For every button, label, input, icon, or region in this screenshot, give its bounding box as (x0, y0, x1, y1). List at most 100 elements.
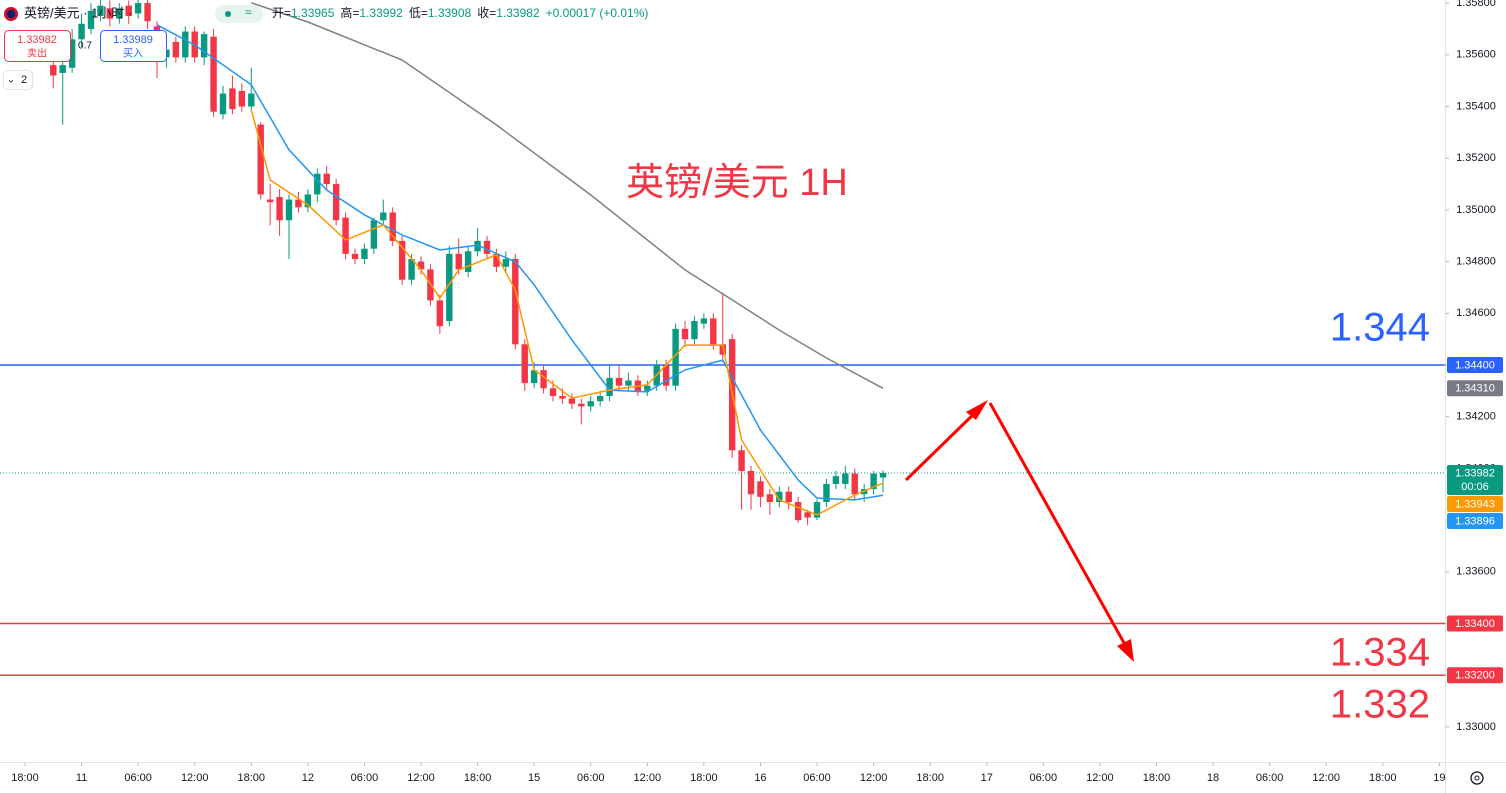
candle-body (672, 328, 679, 386)
x-tick-label: 12:00 (181, 772, 209, 784)
arrow-up (904, 400, 988, 482)
candle-body (540, 370, 547, 389)
candle-body (870, 473, 877, 490)
y-tick-label: 1.33000 (1456, 721, 1496, 733)
candle-body (521, 344, 528, 384)
price-tag (1447, 513, 1503, 530)
collapse-icon: ⌄ (7, 75, 15, 86)
candle-body (436, 300, 444, 327)
candle-body (719, 344, 726, 355)
candle-body (851, 473, 858, 495)
price-tag (1447, 465, 1503, 496)
y-tick-label: 1.35400 (1456, 100, 1496, 112)
candle-body (332, 184, 340, 221)
ohlc-label: 低= (409, 6, 428, 20)
candle-body (549, 388, 557, 397)
ohlc-value: 1.33992 (359, 6, 403, 20)
ohlc-label: 收= (477, 6, 496, 20)
candle-body (710, 318, 717, 345)
x-tick-label: 18:00 (464, 772, 492, 784)
candle-body (229, 88, 236, 110)
ohlc-value: 1.33908 (428, 6, 472, 20)
buy-price: 1.33989 (113, 34, 153, 46)
time-axis: 18:00 11 06:00 12:00 18:00 12 06:00 12:00 18:00 1… (11, 763, 1445, 784)
candle-body (559, 396, 566, 399)
price-tag (1447, 615, 1503, 632)
ohlc-label: 高= (340, 5, 359, 20)
x-tick-label: 06:00 (351, 772, 379, 784)
x-tick-label: 18:00 (1143, 772, 1171, 784)
ohlc-label: 开= (272, 6, 291, 20)
level-label: 1.334 (1330, 631, 1430, 675)
y-tick-label: 1.35800 (1456, 0, 1496, 9)
candle-body (398, 240, 406, 280)
price-tag (1447, 496, 1503, 513)
y-tick-label: 1.33600 (1456, 566, 1496, 578)
settings-icon (1474, 775, 1480, 781)
legend: 英镑/美元 · 1小时 · ≈ 开=1.33965 高=1.33992 低=1.33… (3, 5, 648, 90)
price-tag-label: 1.33896 (1455, 515, 1495, 527)
settings-button[interactable] (1470, 771, 1484, 785)
candle-body (785, 491, 792, 503)
indicator-line (251, 2, 884, 389)
candle-body (144, 3, 151, 22)
x-tick-label: 12:00 (1312, 772, 1340, 784)
candle-body (578, 403, 585, 407)
price-tag (1447, 667, 1503, 684)
candle-body (530, 370, 538, 384)
candle-body (182, 31, 189, 58)
candle-body (276, 196, 283, 221)
sell-button[interactable] (4, 30, 71, 62)
sell-price: 1.33982 (17, 34, 57, 46)
candle-body (813, 502, 821, 518)
symbol[interactable]: 英镑/美元 · 1小时 · (24, 5, 132, 20)
x-tick-label: 18:00 (916, 772, 944, 784)
candle-body (596, 396, 604, 402)
arrow-down (988, 402, 1134, 662)
candle-body (823, 483, 830, 503)
x-tick-label: 06:00 (803, 772, 831, 784)
candle-body (691, 321, 698, 340)
x-tick-label: 12 (302, 772, 314, 784)
x-tick-label: 06:00 (577, 772, 605, 784)
candle-body (59, 65, 66, 73)
level-label: 1.332 (1330, 683, 1430, 727)
candle-body (370, 220, 378, 249)
candle-body (219, 93, 227, 115)
candle-body (568, 398, 576, 404)
candle-body (879, 473, 887, 478)
price-tag-label: 1.33982 (1455, 467, 1495, 479)
candle-body (606, 377, 613, 397)
candle-body (747, 470, 755, 495)
visibility-toggle[interactable] (215, 5, 263, 23)
candle-body (87, 10, 95, 29)
candle-body (681, 328, 689, 340)
x-tick-label: 18:00 (690, 772, 718, 784)
x-tick-label: 17 (981, 772, 993, 784)
candle-body (172, 41, 180, 58)
sell-label: 卖出 (27, 47, 47, 60)
buy-button[interactable] (100, 30, 167, 62)
candle-body (446, 253, 453, 322)
candle-body (804, 512, 811, 518)
ohlc: 开=1.33965 高=1.33992 低=1.33908 收=1.33982 +0.0… (272, 5, 648, 20)
buy-label: 买入 (123, 48, 143, 60)
candle-body (389, 212, 396, 241)
x-tick-label: 19 (1433, 772, 1445, 784)
candle-body (285, 199, 293, 221)
candle-body (323, 173, 330, 185)
candle-body (210, 36, 217, 112)
x-tick-label: 18:00 (1369, 772, 1397, 784)
candle-body (134, 3, 142, 14)
x-tick-label: 06:00 (1256, 772, 1284, 784)
y-tick-label: 1.35000 (1456, 204, 1496, 216)
candle-body (832, 476, 840, 484)
y-tick-label: 1.35600 (1456, 49, 1496, 61)
x-tick-label: 15 (528, 772, 540, 784)
collapse-count: 2 (21, 74, 27, 86)
candle-body (125, 5, 132, 17)
candle-body (644, 385, 651, 391)
x-tick-label: 06:00 (1030, 772, 1058, 784)
collapse-button[interactable] (3, 70, 33, 90)
price-tag-label: 1.33200 (1455, 670, 1495, 682)
